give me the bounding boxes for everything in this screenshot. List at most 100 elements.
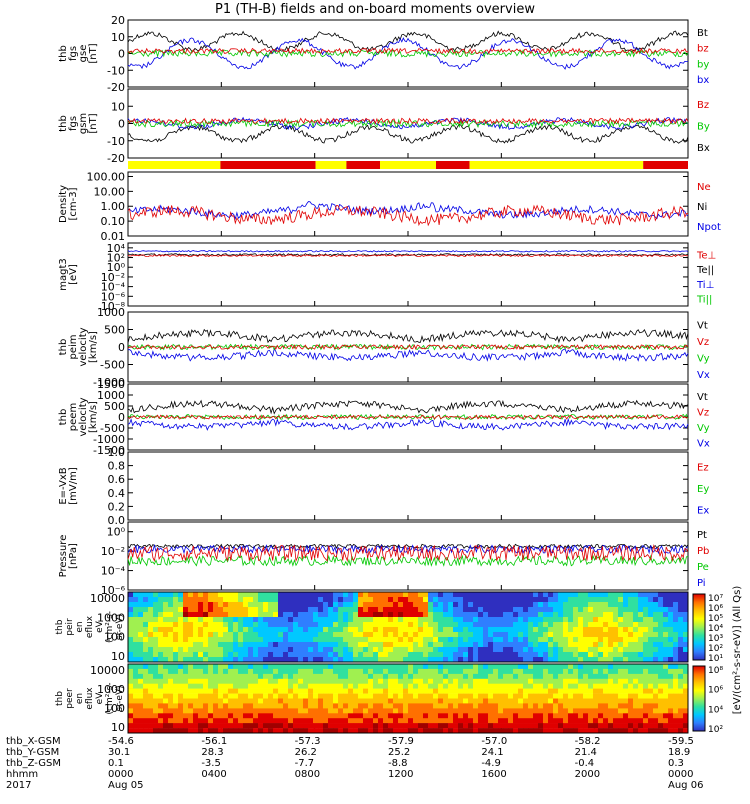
heatmap-cell bbox=[403, 592, 409, 598]
heatmap-cell bbox=[383, 632, 389, 638]
heatmap-cell bbox=[548, 668, 554, 675]
y-tick-label: 0 bbox=[118, 411, 125, 424]
heatmap-cell bbox=[163, 647, 169, 653]
heatmap-cell bbox=[358, 693, 364, 699]
heatmap-cell bbox=[208, 627, 214, 633]
heatmap-cell bbox=[333, 708, 339, 714]
heatmap-cell bbox=[548, 678, 554, 684]
heatmap-cell bbox=[538, 698, 544, 704]
y-tick-label: 1000 bbox=[97, 389, 125, 402]
heatmap-cell bbox=[343, 668, 349, 675]
heatmap-cell bbox=[678, 592, 684, 598]
heatmap-cell bbox=[263, 627, 269, 633]
heatmap-cell bbox=[498, 723, 504, 729]
heatmap-cell bbox=[678, 713, 684, 719]
heatmap-cell bbox=[463, 652, 469, 658]
heatmap-cell bbox=[253, 698, 259, 704]
heatmap-cell bbox=[553, 723, 559, 729]
heatmap-cell bbox=[328, 612, 334, 618]
heatmap-cell bbox=[568, 617, 574, 623]
heatmap-cell bbox=[363, 728, 369, 734]
colorbar-tick-label: 10⁶ bbox=[708, 604, 723, 614]
heatmap-cell bbox=[603, 632, 609, 638]
heatmap-cell bbox=[508, 688, 514, 694]
heatmap-cell bbox=[623, 632, 629, 638]
heatmap-cell bbox=[668, 678, 674, 684]
heatmap-cell bbox=[143, 703, 149, 709]
heatmap-cell bbox=[518, 657, 524, 663]
heatmap-cell bbox=[228, 703, 234, 709]
legend-ex: Ex bbox=[697, 505, 709, 516]
heatmap-cell bbox=[503, 642, 509, 648]
heatmap-cell bbox=[138, 602, 144, 608]
heatmap-cell bbox=[523, 673, 529, 680]
heatmap-cell bbox=[443, 592, 449, 598]
heatmap-cell bbox=[513, 622, 519, 628]
mode-bar bbox=[128, 161, 688, 169]
heatmap-cell bbox=[358, 597, 364, 603]
heatmap-cell bbox=[273, 708, 279, 714]
heatmap-cell bbox=[363, 652, 369, 658]
heatmap-cell bbox=[248, 592, 254, 598]
heatmap-cell bbox=[203, 723, 209, 729]
heatmap-cell bbox=[283, 627, 289, 633]
heatmap-cell bbox=[193, 612, 199, 618]
y-axis-label: sr-eV) bbox=[115, 614, 125, 640]
heatmap-cell bbox=[518, 708, 524, 714]
heatmap-cell bbox=[453, 652, 459, 658]
heatmap-cell bbox=[268, 602, 274, 608]
heatmap-cell bbox=[183, 607, 189, 613]
heatmap-cell bbox=[508, 592, 514, 598]
heatmap-cell bbox=[593, 723, 599, 729]
heatmap-cell bbox=[253, 728, 259, 734]
heatmap-cell bbox=[473, 683, 479, 689]
heatmap-cell bbox=[478, 718, 484, 724]
heatmap-cell bbox=[168, 693, 174, 699]
series-trace bbox=[127, 554, 689, 567]
heatmap-cell bbox=[203, 657, 209, 663]
heatmap-cell bbox=[203, 617, 209, 623]
heatmap-cell bbox=[223, 602, 229, 608]
heatmap-cell bbox=[628, 698, 634, 704]
heatmap-cell bbox=[643, 617, 649, 623]
heatmap-cell bbox=[483, 668, 489, 675]
heatmap-cell bbox=[493, 657, 499, 663]
heatmap-cell bbox=[518, 607, 524, 613]
heatmap-cell bbox=[643, 713, 649, 719]
heatmap-cell bbox=[683, 627, 689, 633]
x-tick-label: -57.0 bbox=[481, 736, 507, 747]
heatmap-cell bbox=[383, 678, 389, 684]
heatmap-cell bbox=[193, 652, 199, 658]
heatmap-cell bbox=[513, 612, 519, 618]
heatmap-cell bbox=[683, 688, 689, 694]
heatmap-cell bbox=[213, 698, 219, 704]
heatmap-cell bbox=[663, 718, 669, 724]
heatmap-cell bbox=[403, 617, 409, 623]
heatmap-cell bbox=[438, 708, 444, 714]
heatmap-cell bbox=[438, 607, 444, 613]
heatmap-cell bbox=[663, 668, 669, 675]
heatmap-cell bbox=[573, 592, 579, 598]
heatmap-cell bbox=[598, 607, 604, 613]
heatmap-cell bbox=[533, 657, 539, 663]
heatmap-cell bbox=[428, 592, 434, 598]
heatmap-cell bbox=[223, 673, 229, 680]
heatmap-cell bbox=[388, 637, 394, 643]
heatmap-cell bbox=[458, 592, 464, 598]
heatmap-cell bbox=[633, 627, 639, 633]
heatmap-cell bbox=[493, 637, 499, 643]
heatmap-cell bbox=[653, 718, 659, 724]
heatmap-cell bbox=[588, 622, 594, 628]
heatmap-cell bbox=[343, 612, 349, 618]
heatmap-cell bbox=[528, 652, 534, 658]
heatmap-cell bbox=[213, 657, 219, 663]
heatmap-cell bbox=[553, 612, 559, 618]
heatmap-cell bbox=[318, 597, 324, 603]
heatmap-cell bbox=[478, 708, 484, 714]
heatmap-cell bbox=[563, 602, 569, 608]
heatmap-cell bbox=[633, 688, 639, 694]
heatmap-cell bbox=[378, 678, 384, 684]
heatmap-cell bbox=[463, 683, 469, 689]
legend-by: by bbox=[697, 59, 709, 70]
heatmap-cell bbox=[468, 683, 474, 689]
